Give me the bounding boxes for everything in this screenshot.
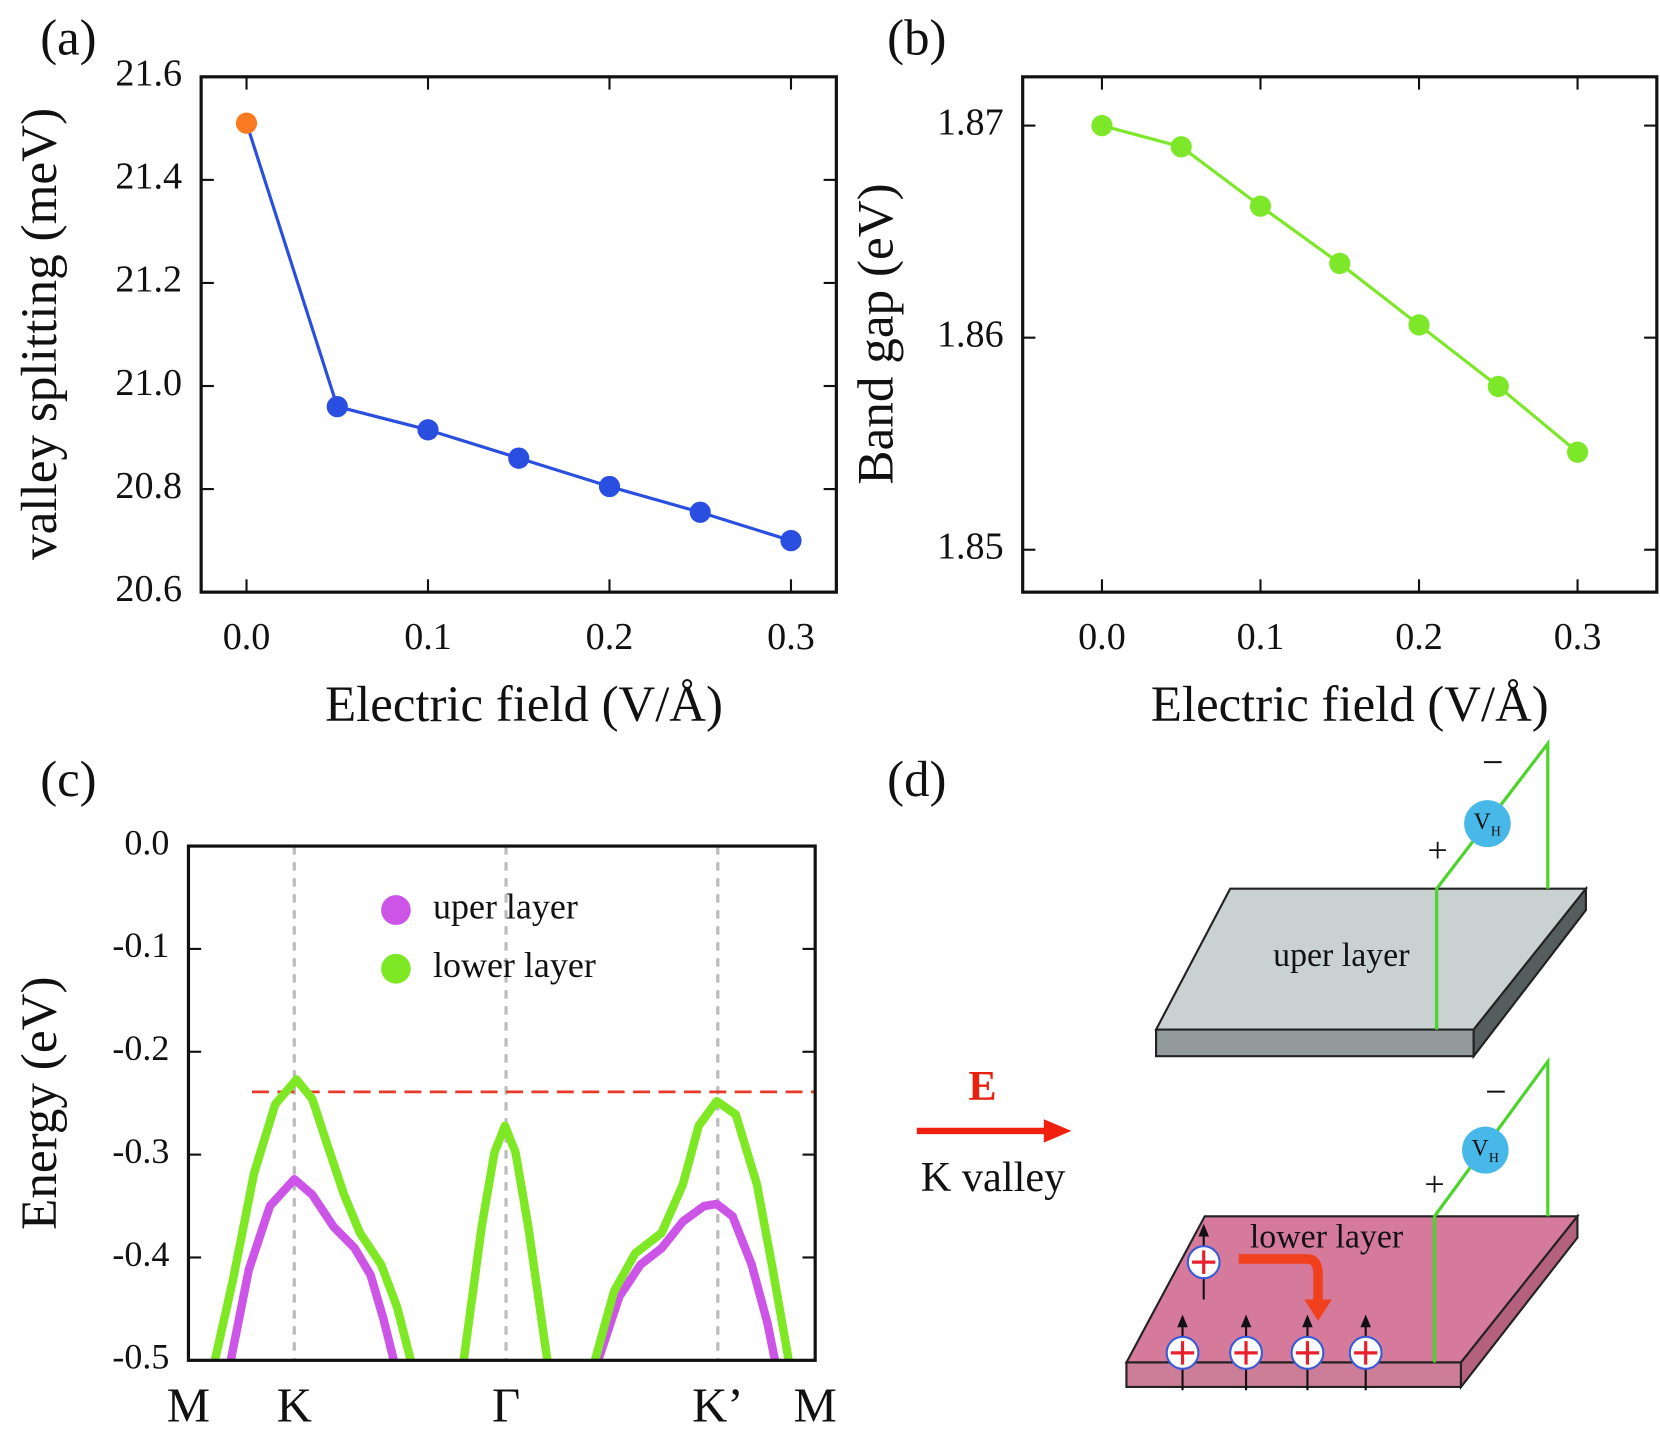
field-arrow-head — [1043, 1119, 1072, 1143]
data-point — [1091, 114, 1113, 137]
y-axis-label: Energy (eV) — [12, 976, 68, 1230]
y-tick-label: 20.8 — [115, 465, 182, 507]
data-point — [689, 501, 711, 523]
y-tick-label: -0.4 — [112, 1234, 169, 1274]
data-point — [1329, 252, 1351, 275]
meter-sub: H — [1491, 823, 1501, 838]
legend-marker — [381, 895, 411, 926]
hole-plus — [1354, 1341, 1378, 1365]
meter-label: V — [1474, 809, 1491, 835]
data-point — [1487, 375, 1509, 398]
x-tick-label: 0.2 — [1395, 616, 1443, 658]
hole-arrow-head — [1302, 1314, 1313, 1328]
x-tick-label: K — [277, 1378, 312, 1433]
panel-d: (d) E K valley V H − + uper layer V H − … — [887, 738, 1589, 1391]
x-axis-label: Electric field (V/Å) — [1151, 677, 1549, 733]
plot-frame — [186, 844, 817, 1362]
x-tick-label: Γ — [492, 1378, 520, 1433]
y-tick-label: 20.6 — [115, 568, 182, 610]
y-tick-label: 1.85 — [937, 525, 1004, 567]
data-point — [1566, 441, 1589, 463]
plus: + — [1424, 1164, 1444, 1204]
panel-label: (c) — [40, 752, 96, 808]
y-tick-label: 0.0 — [124, 822, 169, 862]
minus: − — [1482, 742, 1503, 784]
minus: − — [1485, 1071, 1506, 1113]
y-tick-label: 21.0 — [115, 362, 182, 404]
x-tick-label: 0.3 — [767, 616, 815, 658]
meter-sub: H — [1489, 1150, 1499, 1165]
plate-side — [1472, 885, 1587, 1060]
meter — [1462, 1126, 1509, 1174]
data-point — [780, 529, 802, 552]
data-point — [235, 112, 258, 134]
legend-marker — [381, 953, 411, 984]
y-tick-label: -0.1 — [112, 925, 169, 965]
panel-label: (b) — [887, 10, 946, 66]
plot-frame — [199, 75, 838, 594]
hole-plus — [1170, 1341, 1195, 1365]
series-line — [245, 122, 792, 543]
data-point — [1249, 195, 1272, 217]
drift-arrow-head — [1304, 1299, 1332, 1321]
x-tick-label: K’ — [692, 1378, 743, 1433]
legend-label: uper layer — [433, 886, 578, 926]
data-point — [326, 395, 348, 418]
drift-arrow — [1238, 1254, 1323, 1304]
field-label: E — [968, 1063, 996, 1110]
valley-label: K valley — [921, 1154, 1066, 1201]
data-point — [598, 475, 621, 498]
data-point — [417, 419, 439, 441]
x-tick-label: M — [167, 1378, 210, 1433]
plus: + — [1428, 830, 1448, 870]
plate-label: lower layer — [1250, 1218, 1404, 1255]
plate-front — [1155, 1028, 1475, 1058]
hole-plus — [1192, 1250, 1216, 1274]
y-axis-label: valley splitting (meV) — [12, 108, 68, 560]
y-tick-label: -0.3 — [112, 1131, 169, 1171]
meter — [1464, 800, 1511, 848]
y-axis-label: Band gap (eV) — [849, 183, 905, 484]
y-tick-label: 21.2 — [115, 259, 182, 301]
series-line — [226, 1174, 780, 1362]
hole-arrow-head — [1177, 1314, 1188, 1328]
x-tick-label: 0.3 — [1554, 616, 1602, 658]
x-axis-label: Electric field (V/Å) — [325, 677, 723, 733]
y-tick-label: 1.87 — [937, 101, 1004, 143]
x-tick-label: 0.1 — [1237, 616, 1285, 658]
data-point — [1408, 314, 1430, 336]
panel-label: (d) — [887, 752, 946, 808]
plot-frame — [1021, 75, 1659, 594]
data-point — [1170, 136, 1192, 158]
plate-label: uper layer — [1273, 937, 1410, 974]
x-tick-label: 0.0 — [1078, 616, 1126, 658]
hole-plus — [1295, 1341, 1320, 1365]
x-tick-label: 0.1 — [404, 616, 452, 658]
x-tick-label: 0.2 — [586, 616, 634, 658]
x-tick-label: M — [794, 1378, 837, 1433]
holes — [1165, 1223, 1383, 1391]
data-point — [508, 447, 530, 469]
legend-label: lower layer — [433, 945, 596, 985]
meter-label: V — [1472, 1135, 1489, 1161]
y-tick-label: 21.6 — [115, 53, 182, 95]
hole-arrow-head — [1198, 1223, 1210, 1237]
y-tick-label: -0.2 — [112, 1028, 169, 1068]
panel-label: (a) — [40, 10, 96, 66]
hole-arrow-head — [1240, 1314, 1252, 1328]
y-tick-label: -0.5 — [112, 1337, 169, 1377]
y-tick-label: 21.4 — [115, 156, 182, 198]
y-tick-label: 1.86 — [937, 313, 1004, 355]
series-line — [210, 1075, 793, 1362]
x-tick-label: 0.0 — [223, 616, 271, 658]
plate-side — [1459, 1213, 1579, 1391]
series-line — [1101, 124, 1579, 454]
hole-plus — [1234, 1341, 1258, 1365]
hole-arrow-head — [1360, 1314, 1371, 1328]
